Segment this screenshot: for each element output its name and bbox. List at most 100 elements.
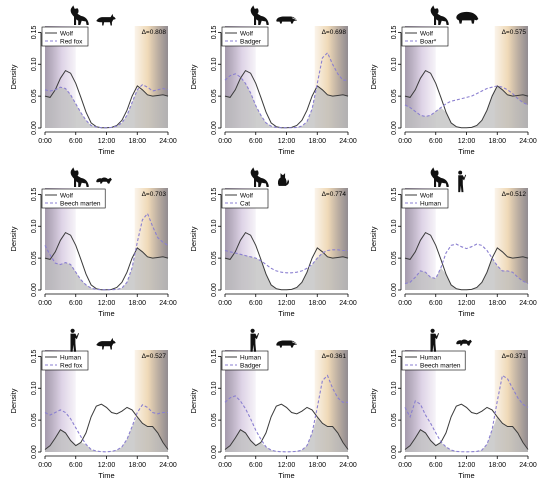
y-tick-label: 0.10 xyxy=(391,57,398,71)
y-tick-label: 0.15 xyxy=(391,349,398,363)
chart-panel: 0.00 0.05 0.10 0.15 0:00 6:00 12:00 18:00 24:00 T… xyxy=(8,326,184,484)
x-tick-label: 12:00 xyxy=(98,462,116,469)
wolf-silhouette-icon xyxy=(430,5,449,26)
y-tick-label: 0.00 xyxy=(211,283,218,297)
x-tick-label: 18:00 xyxy=(128,462,146,469)
x-tick-label: 6:00 xyxy=(249,300,263,307)
y-tick-label: 0.10 xyxy=(31,57,38,71)
x-tick-label: 12:00 xyxy=(278,462,296,469)
overlap-coefficient-label: Δ=0.527 xyxy=(142,353,167,360)
legend-label: Badger xyxy=(240,363,262,370)
y-tick-label: 0.10 xyxy=(391,381,398,395)
x-axis-label: Time xyxy=(278,147,294,156)
badger-silhouette-icon xyxy=(276,340,298,348)
chart-panel: 0.00 0.05 0.10 0.15 0:00 6:00 12:00 18:00 24:00 T… xyxy=(8,2,184,160)
overlap-area xyxy=(45,416,168,452)
x-tick-label: 0:00 xyxy=(38,462,52,469)
overlap-area xyxy=(405,416,528,452)
y-tick-label: 0.05 xyxy=(391,251,398,265)
x-tick-label: 6:00 xyxy=(429,138,443,145)
x-tick-label: 18:00 xyxy=(488,300,506,307)
y-axis-label: Density xyxy=(189,64,198,89)
chart-svg: 0.00 0.05 0.10 0.15 0:00 6:00 12:00 18:00 24:00 T… xyxy=(9,328,177,480)
human-silhouette-icon xyxy=(430,328,439,352)
x-tick-label: 12:00 xyxy=(98,138,116,145)
legend-box xyxy=(221,350,269,371)
y-tick-label: 0.15 xyxy=(211,349,218,363)
legend-box xyxy=(221,26,269,47)
overlap-coefficient-label: Δ=0.575 xyxy=(502,29,527,36)
y-tick-label: 0.00 xyxy=(391,121,398,135)
wolf-silhouette-icon xyxy=(70,5,89,26)
series-line xyxy=(44,84,169,129)
legend-label: Red fox xyxy=(60,363,83,370)
x-tick-label: 18:00 xyxy=(128,138,146,145)
x-tick-label: 24:00 xyxy=(519,300,537,307)
legend-label: Wolf xyxy=(60,31,73,38)
x-tick-label: 24:00 xyxy=(339,300,357,307)
chart-svg: 0.00 0.05 0.10 0.15 0:00 6:00 12:00 18:00 24:00 T… xyxy=(9,167,177,318)
series-line xyxy=(404,374,529,453)
series-line xyxy=(224,51,348,129)
chart-panel: 0.00 0.05 0.10 0.15 0:00 6:00 12:00 18:00 24:00 T… xyxy=(188,164,364,322)
y-axis-label: Density xyxy=(189,388,198,413)
x-tick-label: 24:00 xyxy=(159,300,177,307)
x-tick-label: 24:00 xyxy=(159,138,177,145)
wolf-silhouette-icon xyxy=(250,5,269,26)
overlap-area xyxy=(405,85,528,128)
y-axis-label: Density xyxy=(189,226,198,251)
x-tick-label: 18:00 xyxy=(128,300,146,307)
overlap-coefficient-label: Δ=0.371 xyxy=(502,353,527,360)
chart-panel: 0.00 0.05 0.10 0.15 0:00 6:00 12:00 18:00 24:00 T… xyxy=(188,326,364,484)
legend-label: Beech marten xyxy=(60,201,101,208)
legend-label: Wolf xyxy=(240,31,253,38)
y-tick-label: 0.00 xyxy=(211,445,218,459)
y-tick-label: 0.10 xyxy=(391,219,398,233)
wolf-silhouette-icon xyxy=(250,167,269,187)
x-tick-label: 12:00 xyxy=(278,300,296,307)
legend-label: Beech marten xyxy=(420,363,461,370)
series-line xyxy=(224,403,349,450)
overlap-coefficient-label: Δ=0.808 xyxy=(142,29,167,36)
series-line xyxy=(224,249,348,274)
legend-label: Red fox xyxy=(60,39,83,46)
legend-label: Cat xyxy=(240,201,250,208)
x-tick-label: 0:00 xyxy=(218,462,232,469)
chart-panel: 0.00 0.05 0.10 0.15 0:00 6:00 12:00 18:00 24:00 T… xyxy=(188,2,364,160)
human-silhouette-icon xyxy=(250,328,259,352)
legend-box xyxy=(221,188,269,209)
series-line xyxy=(44,212,169,291)
y-axis-label: Density xyxy=(369,226,378,251)
x-axis-label: Time xyxy=(278,471,294,480)
legend-box xyxy=(41,350,89,371)
x-tick-label: 0:00 xyxy=(218,138,232,145)
badger-silhouette-icon xyxy=(276,16,298,24)
x-tick-label: 12:00 xyxy=(458,138,476,145)
y-tick-label: 0.00 xyxy=(31,121,38,135)
marten-silhouette-icon xyxy=(456,339,472,346)
series-line xyxy=(404,231,529,291)
x-tick-label: 24:00 xyxy=(519,462,537,469)
y-tick-label: 0.10 xyxy=(31,219,38,233)
y-tick-label: 0.00 xyxy=(211,121,218,135)
boar-silhouette-icon xyxy=(456,11,479,24)
x-tick-label: 0:00 xyxy=(398,138,412,145)
y-tick-label: 0.05 xyxy=(211,413,218,427)
x-tick-label: 18:00 xyxy=(488,138,506,145)
legend-box xyxy=(401,350,466,371)
series-line xyxy=(404,403,529,450)
chart-panel: 0.00 0.05 0.10 0.15 0:00 6:00 12:00 18:00 24:00 T… xyxy=(368,2,544,160)
chart-svg: 0.00 0.05 0.10 0.15 0:00 6:00 12:00 18:00 24:00 T… xyxy=(369,167,537,318)
wolf-silhouette-icon xyxy=(430,167,449,187)
y-tick-label: 0.15 xyxy=(211,187,218,201)
overlap-area xyxy=(225,416,348,452)
y-tick-label: 0.10 xyxy=(31,381,38,395)
x-tick-label: 24:00 xyxy=(339,462,357,469)
chart-svg: 0.00 0.05 0.10 0.15 0:00 6:00 12:00 18:00 24:00 T… xyxy=(189,167,357,318)
chart-svg: 0.00 0.05 0.10 0.15 0:00 6:00 12:00 18:00 24:00 T… xyxy=(189,328,357,480)
x-tick-label: 0:00 xyxy=(398,462,412,469)
y-tick-label: 0.15 xyxy=(31,349,38,363)
y-tick-label: 0.10 xyxy=(211,219,218,233)
marten-silhouette-icon xyxy=(96,177,112,184)
chart-svg: 0.00 0.05 0.10 0.15 0:00 6:00 12:00 18:00 24:00 T… xyxy=(369,5,537,156)
